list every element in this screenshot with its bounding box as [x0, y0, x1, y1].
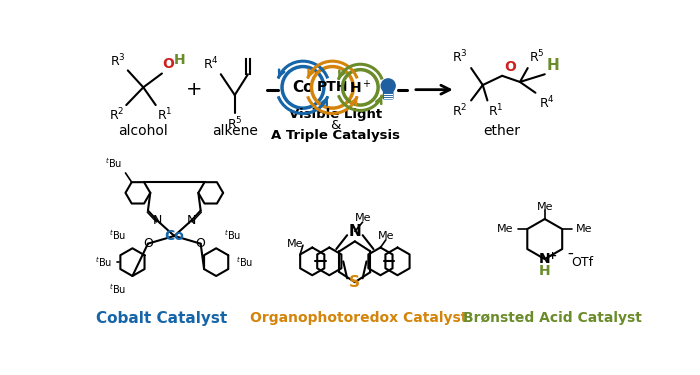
Text: Me: Me [576, 224, 593, 234]
Text: H$^+$: H$^+$ [349, 79, 372, 96]
Text: ¯: ¯ [566, 253, 574, 268]
Text: &: & [330, 118, 341, 132]
Text: R$^1$: R$^1$ [158, 106, 173, 123]
Text: $^t$Bu: $^t$Bu [109, 282, 126, 296]
Text: Me: Me [287, 238, 304, 249]
FancyBboxPatch shape [384, 88, 393, 99]
Circle shape [312, 66, 354, 108]
Text: O: O [196, 237, 206, 250]
Text: Brønsted Acid Catalyst: Brønsted Acid Catalyst [463, 311, 642, 326]
Text: Cobalt Catalyst: Cobalt Catalyst [95, 311, 227, 326]
Text: H: H [539, 264, 551, 278]
Text: +: + [186, 80, 203, 99]
Text: S: S [349, 274, 360, 290]
Text: R$^3$: R$^3$ [110, 52, 125, 69]
Text: +: + [548, 251, 557, 261]
Text: Visible Light: Visible Light [289, 108, 382, 121]
Text: alcohol: alcohol [118, 124, 168, 138]
Text: O: O [143, 237, 153, 250]
Text: H: H [174, 53, 185, 66]
Text: R$^5$: R$^5$ [227, 116, 243, 132]
Text: R$^2$: R$^2$ [452, 103, 468, 119]
Text: $^t$Bu: $^t$Bu [237, 255, 253, 269]
Text: $^t$Bu: $^t$Bu [95, 255, 112, 269]
Text: Organophotoredox Catalyst: Organophotoredox Catalyst [250, 311, 468, 326]
Text: N: N [153, 214, 162, 227]
Text: $^t$Bu: $^t$Bu [109, 228, 126, 242]
Text: R$^1$: R$^1$ [488, 103, 504, 119]
Text: $^t$Bu: $^t$Bu [105, 156, 122, 170]
Text: Me: Me [536, 202, 553, 212]
Text: OTf: OTf [571, 256, 593, 268]
Text: alkene: alkene [212, 124, 258, 138]
Text: N: N [349, 224, 361, 239]
Text: O: O [162, 57, 174, 71]
Text: R$^3$: R$^3$ [452, 49, 468, 66]
Circle shape [282, 66, 324, 108]
Text: R$^5$: R$^5$ [529, 49, 545, 66]
Text: Co: Co [164, 229, 184, 243]
Text: A Triple Catalysis: A Triple Catalysis [271, 129, 400, 142]
Text: H: H [547, 58, 560, 73]
Text: R$^4$: R$^4$ [203, 56, 218, 72]
Text: O: O [505, 60, 517, 74]
Text: Co: Co [292, 80, 314, 95]
Text: $^t$Bu: $^t$Bu [224, 228, 241, 242]
Circle shape [342, 70, 378, 105]
Text: N: N [539, 252, 551, 266]
Text: PTH: PTH [316, 80, 348, 94]
Text: Me: Me [354, 213, 371, 223]
Text: N: N [187, 214, 196, 227]
Text: R$^4$: R$^4$ [538, 95, 554, 112]
Circle shape [382, 79, 395, 93]
Text: ether: ether [484, 124, 521, 138]
Text: Me: Me [497, 224, 513, 234]
Text: Me: Me [377, 231, 394, 241]
Text: R$^2$: R$^2$ [108, 106, 124, 123]
